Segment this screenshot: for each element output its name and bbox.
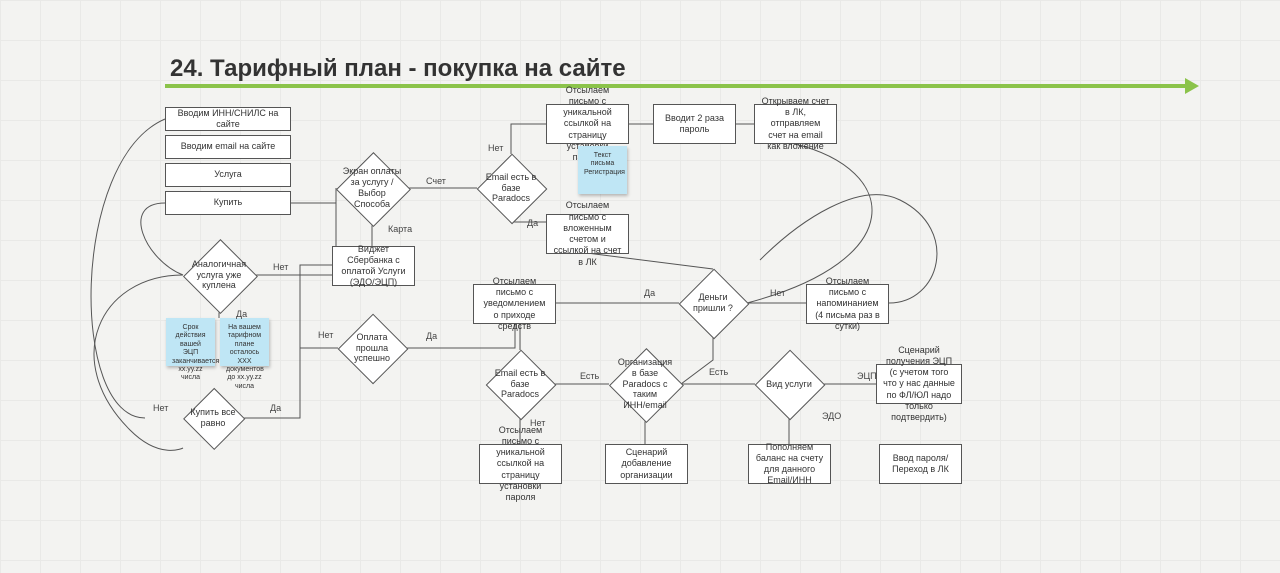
flow-node: Услуга <box>165 163 291 187</box>
edge-label: Нет <box>530 418 545 428</box>
edge-label: ЭДО <box>822 411 841 421</box>
edge-label: Да <box>426 331 437 341</box>
edge-label: Да <box>236 309 247 319</box>
title-arrow-head <box>1185 78 1199 94</box>
flow-decision: Организация в базе Paradocs с таким ИНН/… <box>609 348 681 420</box>
flow-node: Отсылаем письмо с вложенным счетом и ссы… <box>546 214 629 254</box>
flow-node: Отсылаем письмо с напоминанием (4 письма… <box>806 284 889 324</box>
edge-label: Счет <box>426 176 446 186</box>
flow-decision: Email есть в базе Paradocs <box>486 350 554 418</box>
edge-label: Нет <box>318 330 333 340</box>
flow-node: Отсылаем письмо с уникальной ссылкой на … <box>479 444 562 484</box>
flow-decision: Оплата прошла успешно <box>338 314 406 382</box>
edge-label: Нет <box>153 403 168 413</box>
edge-label: Есть <box>580 371 599 381</box>
title-arrow-bar <box>165 84 1185 88</box>
flow-node: Сценарий получения ЭЦП (с учетом того чт… <box>876 364 962 404</box>
flow-decision: Email есть в базе Paradocs <box>477 154 545 222</box>
edge-label: Да <box>270 403 281 413</box>
edge-label: Нет <box>273 262 288 272</box>
edge-label: Есть <box>709 367 728 377</box>
flow-node: Вводит 2 раза пароль <box>653 104 736 144</box>
flow-decision: Вид услуги <box>755 350 823 418</box>
sticky-note: Срок действия вашей ЭЦП заканчивается xx… <box>166 318 215 366</box>
page-title: 24. Тарифный план - покупка на сайте <box>170 55 626 83</box>
flow-node: Вводим ИНН/СНИЛС на сайте <box>165 107 291 131</box>
sticky-note: Текст письма Регистрация <box>578 146 627 194</box>
flow-decision: Купить все равно <box>183 388 243 448</box>
edge-label: Нет <box>488 143 503 153</box>
flow-decision: Аналогичная услуга уже куплена <box>183 239 255 311</box>
edge-label: Да <box>527 218 538 228</box>
flow-node: Вводим email на сайте <box>165 135 291 159</box>
flow-decision: Деньги пришли ? <box>679 269 747 337</box>
flow-node: Отсылаем письмо с уникальной ссылкой на … <box>546 104 629 144</box>
edge-label: Карта <box>388 224 412 234</box>
sticky-note: На вашем тарифном плане осталось XXX док… <box>220 318 269 366</box>
edge-label: Нет <box>770 288 785 298</box>
flow-node: Купить <box>165 191 291 215</box>
flow-node: Ввод пароля/Переход в ЛК <box>879 444 962 484</box>
flow-node: Виджет Сбербанка с оплатой Услуги (ЭДО/Э… <box>332 246 415 286</box>
edge-label: Да <box>644 288 655 298</box>
flow-node: Пополняем баланс на счету для данного Em… <box>748 444 831 484</box>
flow-node: Сценарий добавление организации <box>605 444 688 484</box>
edge-label: ЭЦП <box>857 371 877 381</box>
flow-decision: Экран оплаты за услугу / Выбор Способа <box>336 152 408 224</box>
flow-node: Отсылаем письмо с уведомлением о приходе… <box>473 284 556 324</box>
flow-node: Открываем счет в ЛК, отправляем счет на … <box>754 104 837 144</box>
